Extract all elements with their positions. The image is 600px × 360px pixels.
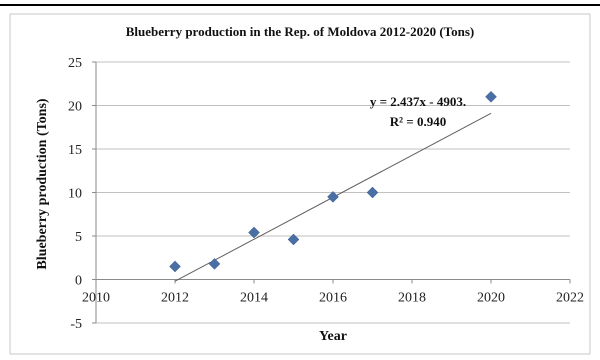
y-tick-label: 0 bbox=[75, 274, 82, 289]
trend-equation: y = 2.437x - 4903. bbox=[370, 94, 466, 109]
chart-title: Blueberry production in the Rep. of Mold… bbox=[126, 24, 475, 39]
x-tick-labels: 2010 2012 2014 2016 2018 2020 2022 bbox=[82, 291, 584, 306]
data-point bbox=[248, 226, 260, 239]
x-tick-label: 2010 bbox=[82, 291, 110, 306]
x-tick-label: 2012 bbox=[161, 291, 189, 306]
chart-area-border bbox=[9, 13, 591, 355]
top-rule bbox=[0, 4, 600, 6]
data-point bbox=[366, 186, 379, 199]
x-tick-label: 2018 bbox=[398, 291, 426, 306]
x-tick-label: 2020 bbox=[477, 291, 505, 306]
y-tick-label: -5 bbox=[70, 317, 82, 332]
x-tick-label: 2022 bbox=[556, 291, 584, 306]
y-tick-label: 20 bbox=[68, 100, 82, 115]
x-tick-label: 2016 bbox=[319, 291, 347, 306]
y-tick-labels: -5 0 5 10 15 20 25 bbox=[68, 56, 82, 332]
data-point bbox=[485, 90, 497, 103]
axes bbox=[92, 61, 571, 324]
y-tick-label: 5 bbox=[75, 230, 82, 245]
y-tick-label: 25 bbox=[68, 56, 82, 71]
y-tick-label: 10 bbox=[68, 187, 82, 202]
y-axis-label: Blueberry production (Tons) bbox=[35, 98, 50, 269]
data-point bbox=[287, 233, 300, 246]
data-point bbox=[208, 257, 221, 270]
data-point bbox=[169, 260, 181, 273]
data-points bbox=[169, 90, 497, 273]
data-point bbox=[327, 190, 339, 203]
gridlines bbox=[96, 61, 570, 324]
x-tick-label: 2014 bbox=[240, 291, 268, 306]
y-tick-label: 15 bbox=[68, 143, 82, 158]
x-axis-label: Year bbox=[319, 329, 347, 344]
trend-r-squared: R² = 0.940 bbox=[390, 114, 446, 129]
